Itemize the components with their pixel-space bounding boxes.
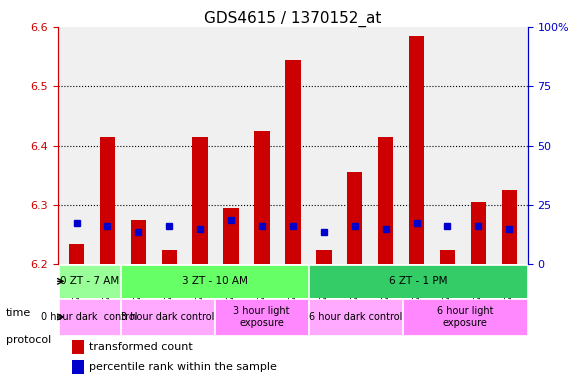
Text: 6 ZT - 1 PM: 6 ZT - 1 PM <box>389 276 447 286</box>
Text: 3 hour light
exposure: 3 hour light exposure <box>233 306 290 328</box>
FancyBboxPatch shape <box>121 265 308 298</box>
Text: percentile rank within the sample: percentile rank within the sample <box>89 362 277 372</box>
FancyBboxPatch shape <box>215 299 308 335</box>
Text: 3 hour dark control: 3 hour dark control <box>121 312 214 322</box>
Bar <box>470 202 486 264</box>
Text: 0 hour dark  control: 0 hour dark control <box>41 312 137 322</box>
Bar <box>316 250 332 264</box>
Text: time: time <box>6 308 31 318</box>
Text: 0 ZT - 7 AM: 0 ZT - 7 AM <box>60 276 119 286</box>
Text: protocol: protocol <box>6 335 51 345</box>
FancyBboxPatch shape <box>59 299 120 335</box>
Text: 3 ZT - 10 AM: 3 ZT - 10 AM <box>182 276 248 286</box>
Bar <box>72 340 84 354</box>
Bar <box>72 360 84 374</box>
Bar <box>162 250 177 264</box>
FancyBboxPatch shape <box>59 265 120 298</box>
Bar <box>285 60 300 264</box>
Bar <box>378 137 393 264</box>
Bar <box>347 172 362 264</box>
Bar <box>502 190 517 264</box>
FancyBboxPatch shape <box>309 265 527 298</box>
Bar <box>130 220 146 264</box>
FancyBboxPatch shape <box>403 299 527 335</box>
Text: 6 hour light
exposure: 6 hour light exposure <box>437 306 494 328</box>
Text: transformed count: transformed count <box>89 342 193 352</box>
Bar <box>440 250 455 264</box>
Bar <box>409 36 424 264</box>
Bar <box>69 243 84 264</box>
FancyBboxPatch shape <box>121 299 214 335</box>
Text: 6 hour dark control: 6 hour dark control <box>309 312 402 322</box>
Bar <box>254 131 270 264</box>
Bar <box>100 137 115 264</box>
Title: GDS4615 / 1370152_at: GDS4615 / 1370152_at <box>204 11 382 27</box>
FancyBboxPatch shape <box>309 299 402 335</box>
Bar <box>193 137 208 264</box>
Bar <box>223 208 239 264</box>
